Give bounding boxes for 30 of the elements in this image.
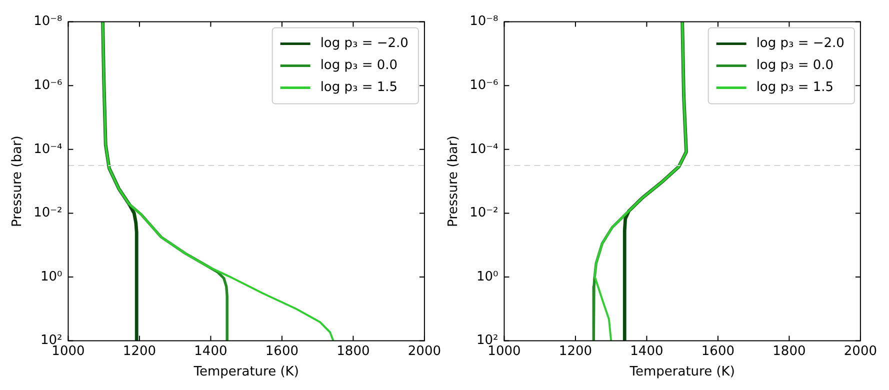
x-tick-label: 1600 (265, 344, 299, 359)
x-axis-title: Temperature (K) (192, 364, 299, 380)
x-axis-title: Temperature (K) (628, 364, 735, 380)
x-tick-label: 1200 (122, 344, 156, 359)
x-tick-label: 1600 (701, 344, 735, 359)
legend-label: log p₃ = −2.0 (756, 36, 844, 52)
y-tick-label: 10⁻⁶ (34, 78, 62, 93)
y-tick-label: 10⁻⁶ (470, 78, 498, 93)
x-tick-label: 1800 (336, 344, 370, 359)
y-tick-label: 10⁻⁸ (34, 14, 62, 30)
legend-label: log p₃ = −2.0 (320, 36, 408, 52)
legend-label: log p₃ = 1.5 (320, 80, 398, 96)
y-tick-label: 10⁰ (40, 269, 62, 284)
y-axis-title: Pressure (bar) (10, 136, 26, 227)
x-tick-label: 1400 (630, 344, 664, 359)
x-tick-label: 2000 (408, 344, 442, 359)
y-tick-label: 10⁻² (470, 206, 498, 221)
x-tick-label: 1800 (772, 344, 806, 359)
y-tick-label: 10⁻⁸ (470, 14, 498, 30)
y-tick-label: 10⁰ (476, 269, 498, 284)
y-tick-label: 10⁻² (34, 206, 62, 221)
y-tick-label: 10⁻⁴ (34, 142, 62, 157)
legend-label: log p₃ = 0.0 (320, 58, 398, 74)
legend-label: log p₃ = 1.5 (756, 80, 834, 96)
y-tick-label: 10⁻⁴ (470, 142, 498, 157)
legend-label: log p₃ = 0.0 (756, 58, 834, 74)
x-tick-label: 2000 (844, 344, 878, 359)
x-tick-label: 1200 (558, 344, 592, 359)
y-axis-title: Pressure (bar) (446, 136, 462, 227)
x-tick-label: 1400 (194, 344, 228, 359)
